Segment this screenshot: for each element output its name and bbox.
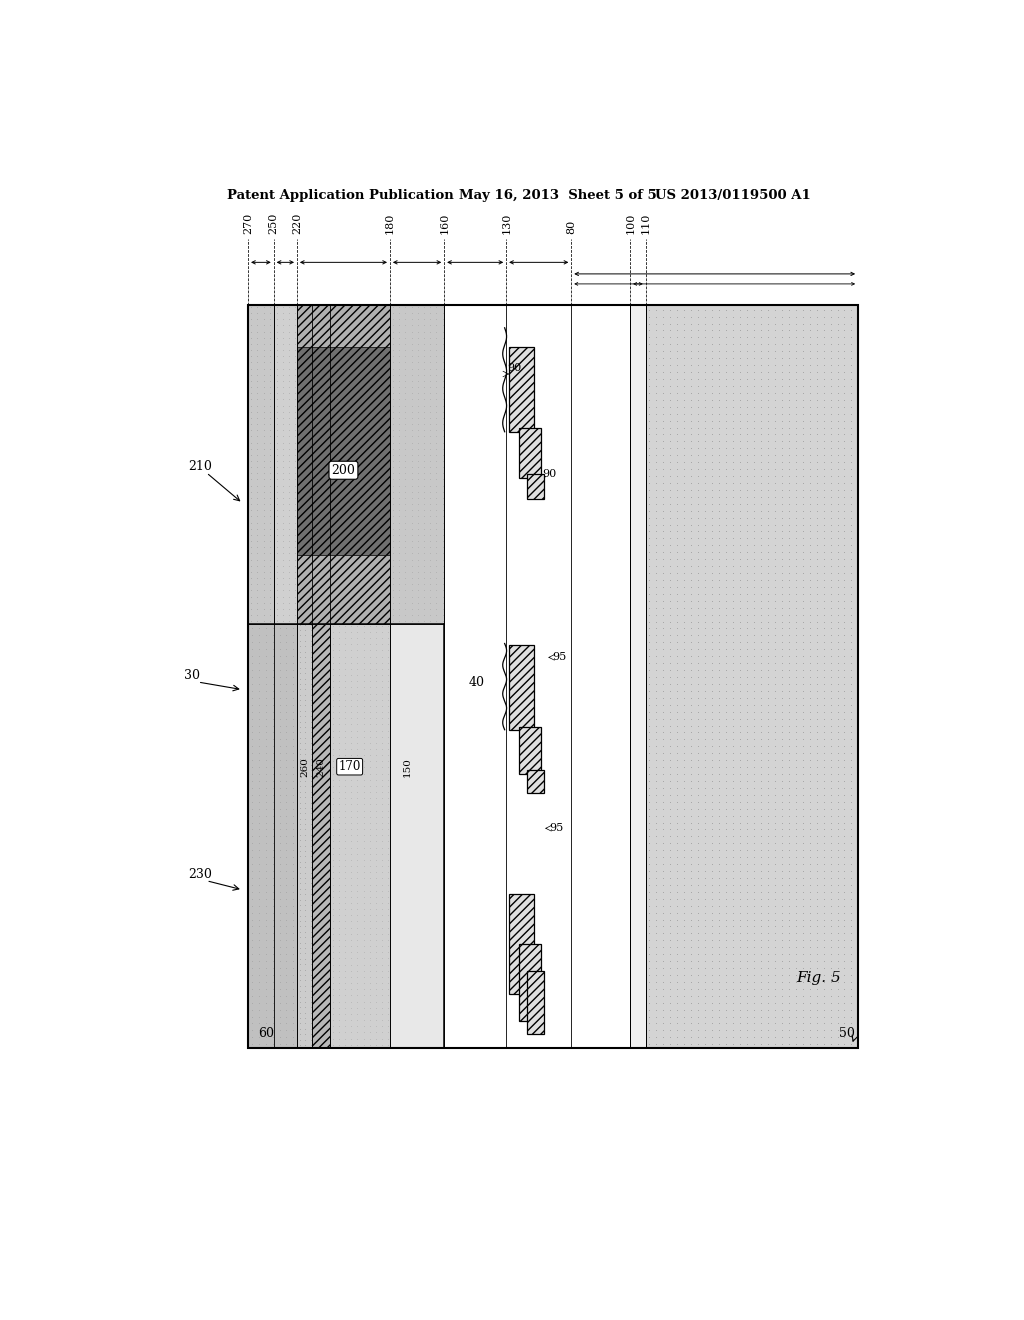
Text: 170: 170 — [339, 760, 360, 774]
Text: 130: 130 — [501, 213, 511, 234]
Text: May 16, 2013  Sheet 5 of 5: May 16, 2013 Sheet 5 of 5 — [459, 189, 656, 202]
Bar — [509, 347, 535, 432]
Text: 200: 200 — [332, 463, 355, 477]
Text: 260: 260 — [300, 756, 309, 776]
Text: 40: 40 — [469, 676, 484, 689]
Text: 160: 160 — [439, 213, 450, 234]
Text: 95: 95 — [553, 652, 567, 663]
Bar — [248, 624, 297, 1048]
Text: 230: 230 — [188, 869, 212, 880]
Bar — [312, 624, 330, 1048]
Text: 180: 180 — [385, 213, 395, 234]
Text: 240: 240 — [316, 756, 326, 776]
Text: 110: 110 — [641, 213, 650, 234]
Bar — [630, 305, 646, 1048]
Bar — [248, 305, 858, 1048]
Text: 30: 30 — [183, 669, 200, 682]
Bar — [390, 624, 444, 1048]
Bar — [390, 305, 444, 624]
Text: Fig. 5: Fig. 5 — [796, 972, 841, 986]
Text: 80: 80 — [566, 219, 577, 234]
Bar — [273, 305, 297, 624]
Text: 150: 150 — [402, 756, 412, 776]
Text: 90: 90 — [542, 469, 556, 479]
Bar — [527, 970, 544, 1034]
Bar — [509, 645, 535, 730]
Text: 60: 60 — [258, 1027, 274, 1040]
Bar — [519, 944, 541, 1020]
Bar — [527, 770, 544, 793]
Bar — [519, 726, 541, 775]
Bar — [248, 305, 273, 624]
Bar — [297, 305, 390, 624]
Text: 90: 90 — [508, 363, 522, 372]
Bar — [297, 624, 312, 1048]
Bar — [297, 347, 390, 554]
Text: 270: 270 — [243, 213, 253, 234]
Text: 210: 210 — [188, 459, 212, 473]
Text: 50: 50 — [840, 1027, 855, 1040]
Bar — [527, 474, 544, 499]
Text: Patent Application Publication: Patent Application Publication — [227, 189, 454, 202]
Text: 95: 95 — [550, 824, 564, 833]
Bar — [519, 428, 541, 478]
Text: US 2013/0119500 A1: US 2013/0119500 A1 — [655, 189, 811, 202]
Bar — [444, 305, 571, 1048]
Bar — [330, 624, 390, 1048]
Text: 220: 220 — [292, 213, 302, 234]
Bar — [509, 894, 535, 994]
Text: 250: 250 — [268, 213, 279, 234]
Bar — [646, 305, 858, 1048]
Text: 100: 100 — [626, 213, 635, 234]
